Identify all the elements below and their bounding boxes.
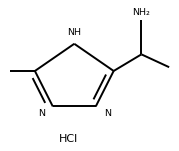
Text: NH: NH — [67, 28, 81, 37]
Text: HCl: HCl — [58, 134, 78, 144]
Text: NH₂: NH₂ — [132, 8, 150, 17]
Text: N: N — [38, 109, 45, 118]
Text: N: N — [104, 109, 111, 118]
